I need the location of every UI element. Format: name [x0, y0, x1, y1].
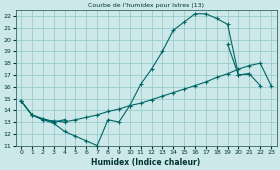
X-axis label: Humidex (Indice chaleur): Humidex (Indice chaleur): [92, 158, 201, 167]
Title: Courbe de l'humidex pour Istres (13): Courbe de l'humidex pour Istres (13): [88, 3, 204, 8]
